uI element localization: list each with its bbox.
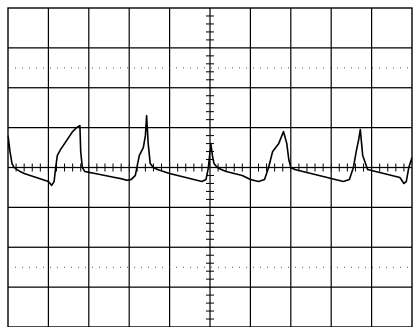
dotted-subgrid <box>8 67 412 268</box>
signal-trace <box>7 114 413 187</box>
signal-trace-group <box>7 114 413 187</box>
